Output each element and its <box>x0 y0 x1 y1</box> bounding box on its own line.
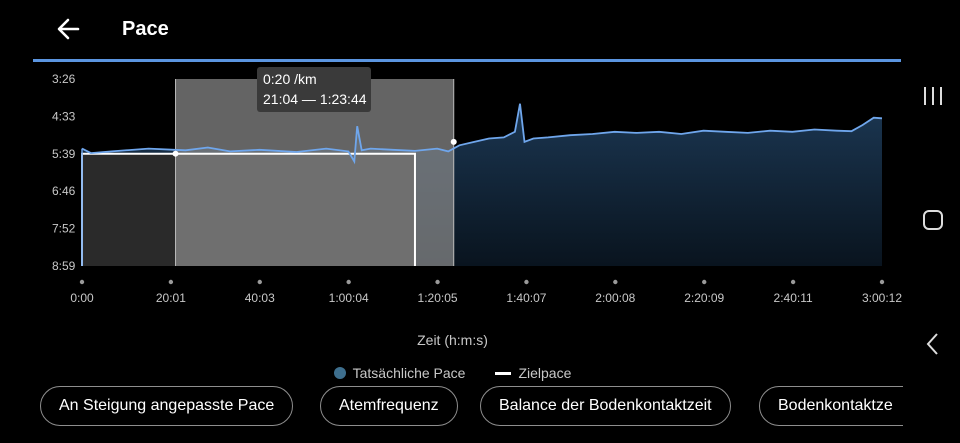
x-tick-dot <box>346 279 351 285</box>
x-tick-label: 1:40:07 <box>506 291 546 305</box>
selection-tooltip-pace: 0:20 /km <box>263 71 317 87</box>
metric-chip-row[interactable]: An Steigung angepasste Pace Atemfrequenz… <box>0 386 903 429</box>
legend-label-actual: Tatsächliche Pace <box>352 365 466 381</box>
nav-back-icon[interactable] <box>917 328 949 360</box>
y-tick-label: 3:26 <box>52 72 76 86</box>
back-arrow-icon[interactable] <box>52 12 86 46</box>
x-tick-dot <box>168 279 174 285</box>
y-tick-label: 4:33 <box>52 109 76 123</box>
x-tick-label: 2:40:11 <box>774 291 813 305</box>
y-tick-label: 5:39 <box>52 147 76 161</box>
x-tick-dot <box>613 279 618 285</box>
chart-legend: Tatsächliche Pace Zielpace <box>0 365 905 381</box>
actual-pace-line <box>81 103 883 165</box>
chip-adjusted-pace[interactable]: An Steigung angepasste Pace <box>40 386 294 426</box>
header-divider <box>33 59 901 62</box>
x-tick-dot <box>257 279 262 285</box>
x-tick-dot <box>879 279 885 285</box>
x-tick-label: 2:20:09 <box>684 291 724 305</box>
x-tick-dot <box>524 279 529 285</box>
chip-ground-contact-time[interactable]: Bodenkontaktze <box>759 386 903 426</box>
x-tick-label: 1:20:05 <box>418 291 458 305</box>
x-tick-label: 3:00:12 <box>862 291 902 305</box>
x-tick-label: 40:03 <box>245 291 275 305</box>
y-tick-label: 8:59 <box>52 259 76 273</box>
x-tick-dot <box>435 279 440 285</box>
legend-dot-icon <box>333 367 346 379</box>
chip-ground-contact-balance[interactable]: Balance der Bodenkontaktzeit <box>480 386 731 426</box>
x-tick-label: 2:00:08 <box>595 291 635 305</box>
legend-item-target: Zielpace <box>495 365 571 381</box>
x-tick-dot <box>79 279 85 285</box>
selection-start-marker <box>172 150 179 157</box>
y-tick-label: 7:52 <box>52 222 76 236</box>
home-icon[interactable] <box>917 204 949 236</box>
page-title: Pace <box>122 18 169 40</box>
y-tick-label: 6:46 <box>52 184 76 198</box>
x-tick-label: 1:00:04 <box>329 291 369 305</box>
legend-label-target: Zielpace <box>518 365 572 381</box>
x-tick-label: 20:01 <box>156 291 186 305</box>
selection-tooltip <box>257 67 371 112</box>
system-nav-bar <box>905 0 960 443</box>
app-header: Pace <box>0 0 905 60</box>
chip-breathing-rate[interactable]: Atemfrequenz <box>320 386 458 426</box>
legend-line-icon <box>495 371 512 375</box>
x-tick-dot <box>790 279 796 285</box>
x-tick-dot <box>702 279 707 285</box>
legend-item-actual: Tatsächliche Pace <box>333 365 466 381</box>
selection-end-marker <box>450 138 457 145</box>
pace-chart[interactable]: 3:26 4:33 5:39 6:46 7:52 8:59 0:00 20:01 40:03 1:… <box>0 62 905 307</box>
selection-tooltip-range: 21:04 — 1:23:44 <box>263 91 367 107</box>
x-tick-label: 0:00 <box>70 291 94 305</box>
x-axis-title: Zeit (h:m:s) <box>417 332 488 348</box>
recent-apps-icon[interactable] <box>917 80 949 112</box>
